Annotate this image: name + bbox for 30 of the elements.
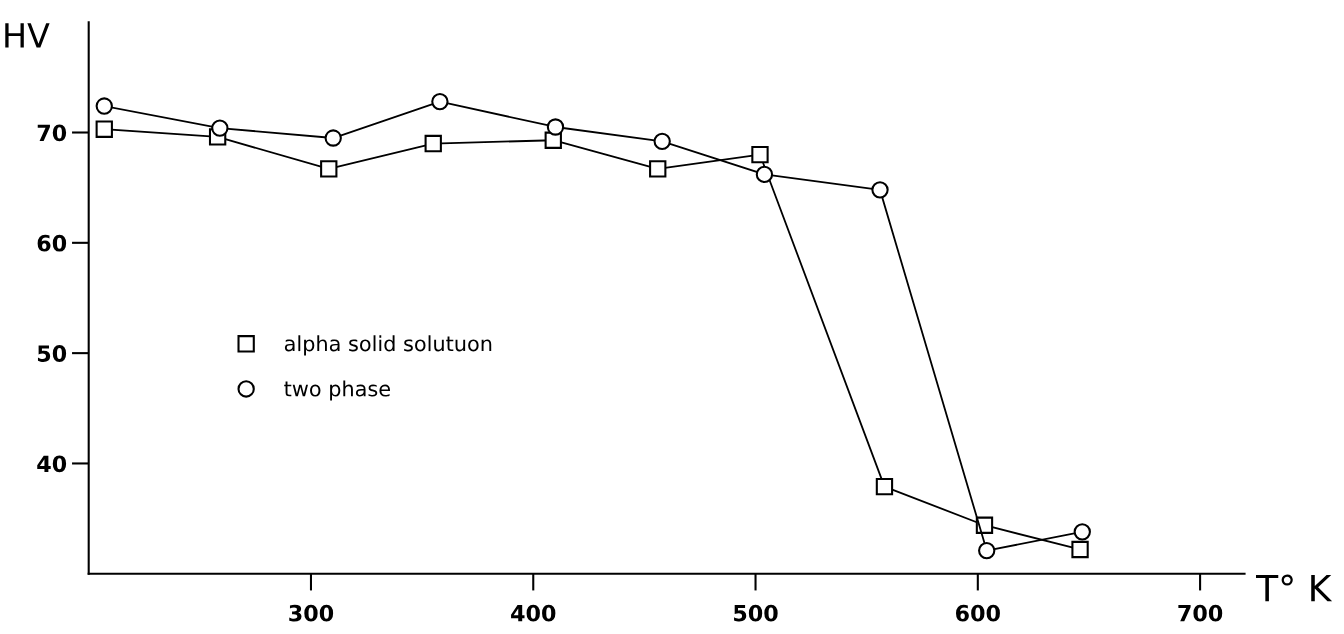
- point: [871, 181, 889, 199]
- x-axis-title: T° K: [1256, 574, 1333, 602]
- point: [431, 92, 449, 111]
- legend-label: two phase: [284, 380, 390, 401]
- legend-label: alpha solid solutuon: [284, 335, 492, 356]
- x-tick-label: 600: [956, 604, 1000, 622]
- point: [324, 129, 342, 147]
- point: [95, 97, 113, 115]
- y-tick-label: 50: [37, 345, 67, 362]
- y-axis-title: HV: [5, 23, 50, 48]
- y-tick-label: 40: [37, 455, 67, 473]
- x-tick-label: 300: [289, 604, 334, 622]
- point: [1073, 523, 1091, 541]
- point: [653, 132, 671, 151]
- point: [211, 119, 229, 137]
- point: [649, 160, 667, 178]
- y-tick-label: 60: [37, 234, 67, 252]
- point: [320, 160, 338, 178]
- point: [755, 165, 774, 184]
- point: [95, 120, 113, 138]
- point: [1071, 540, 1089, 559]
- point: [875, 477, 894, 496]
- y-tick-label: 70: [37, 124, 67, 142]
- x-tick-label: 700: [1178, 604, 1223, 622]
- point: [978, 541, 996, 560]
- x-tick-label: 400: [511, 604, 556, 622]
- point: [546, 118, 565, 136]
- point: [751, 145, 769, 164]
- x-tick-label: 500: [734, 604, 778, 622]
- point: [424, 134, 442, 153]
